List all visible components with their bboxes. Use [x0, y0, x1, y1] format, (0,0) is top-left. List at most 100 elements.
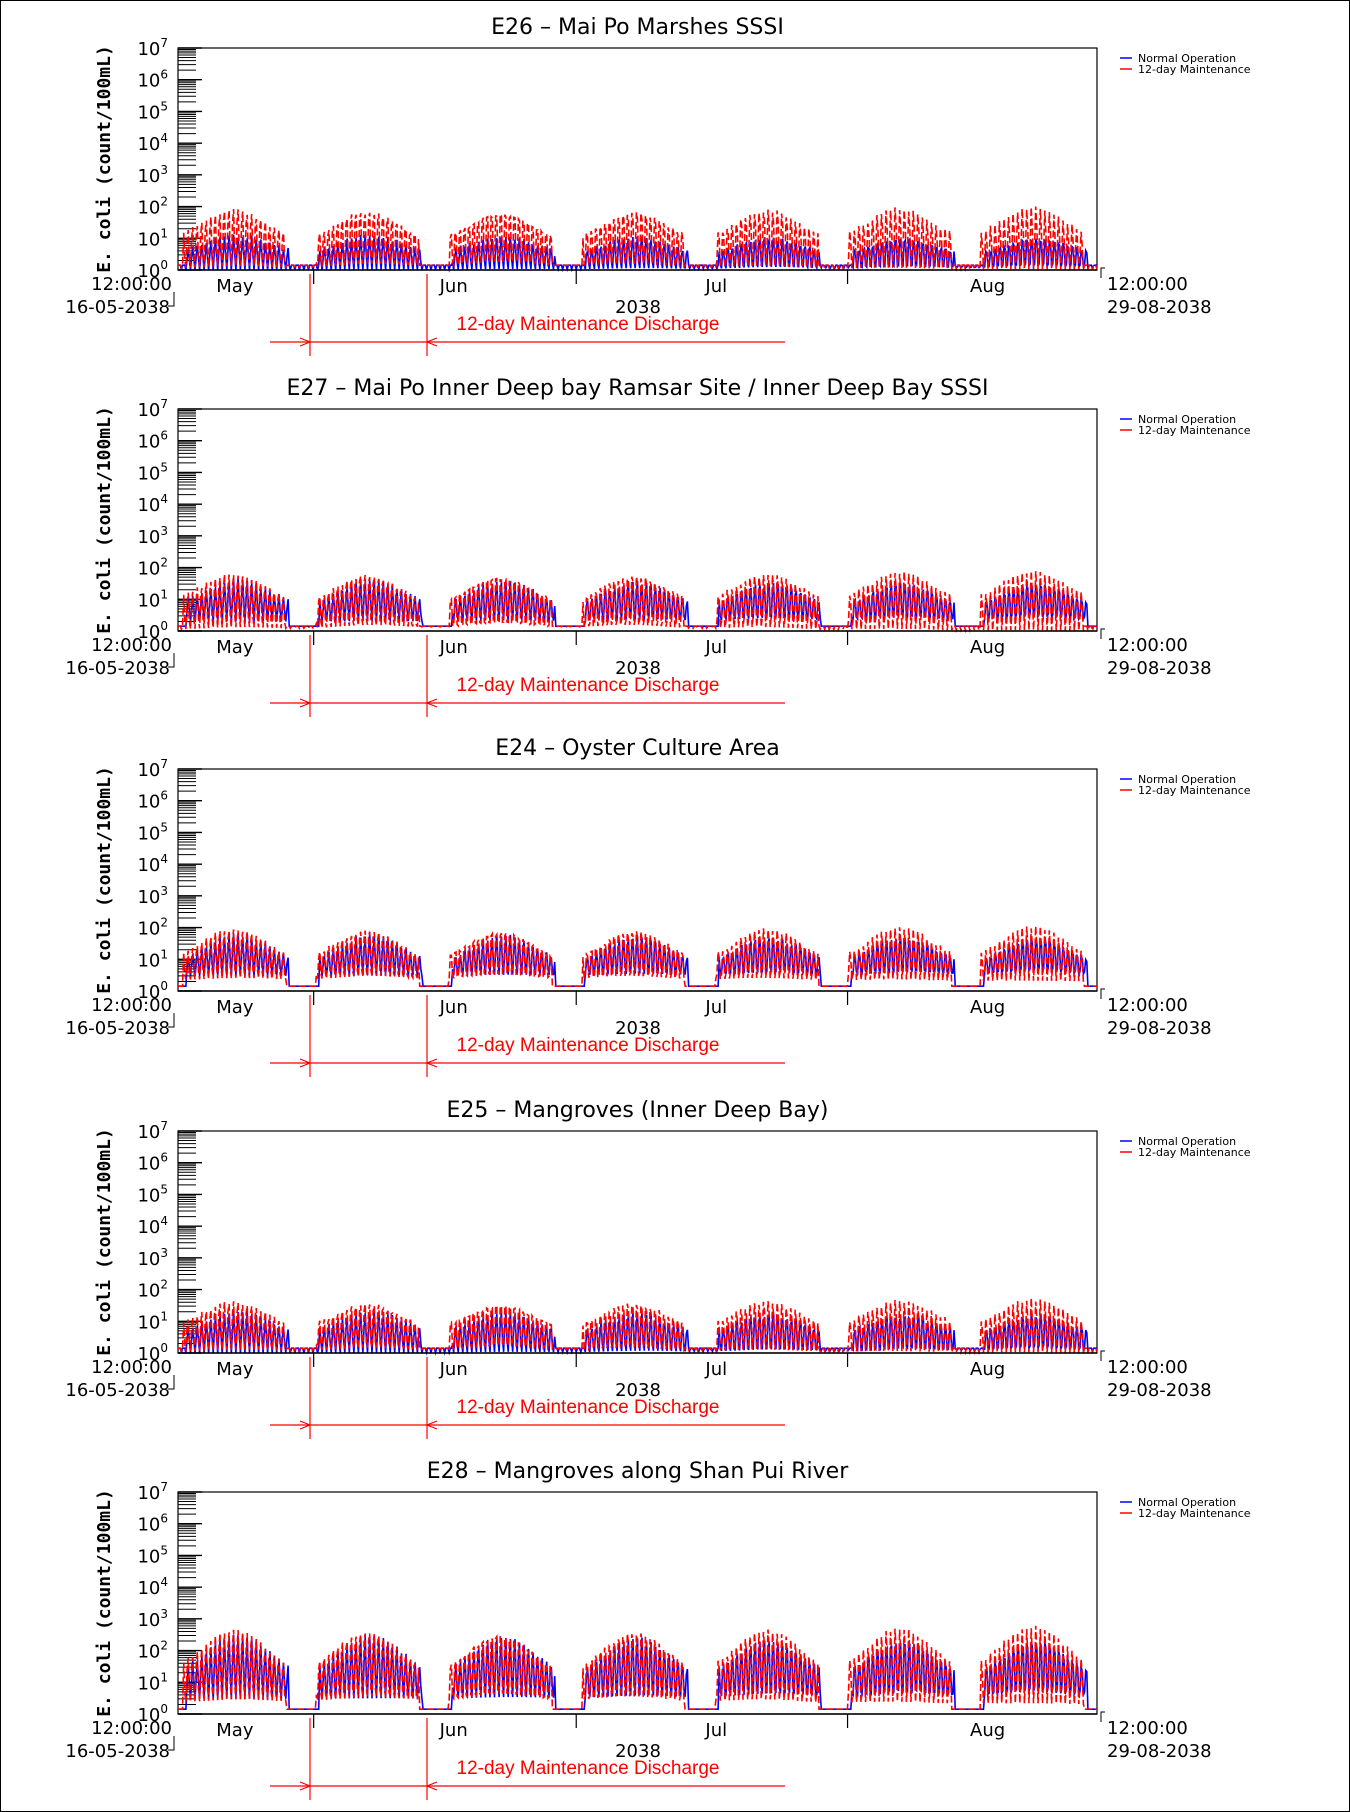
y-tick-label: 102	[137, 556, 168, 580]
panel-5: E28 – Mangroves along Shan Pui River1001…	[65, 1459, 1251, 1800]
legend-label-normal: Normal Operation	[1138, 1135, 1236, 1148]
x-start-date: 16-05-2038	[65, 658, 170, 679]
x-start-date: 16-05-2038	[65, 1380, 170, 1401]
legend-label-normal: Normal Operation	[1138, 52, 1236, 65]
x-month-label: Aug	[970, 637, 1005, 658]
y-axis-label: E. coli (count/100mL)	[94, 1128, 115, 1356]
maintenance-arrowhead-right	[299, 337, 312, 347]
y-tick-label: 101	[137, 1670, 168, 1694]
x-end-bracket	[1100, 267, 1105, 278]
y-tick-label: 104	[137, 1575, 168, 1599]
x-month-label: May	[216, 276, 254, 297]
y-tick-label: 105	[137, 99, 168, 123]
x-year-label: 2038	[615, 658, 661, 679]
y-tick-label: 107	[137, 397, 168, 421]
x-start-time: 12:00:00	[91, 1718, 172, 1739]
series-12-day-maintenance	[178, 1298, 1098, 1356]
x-month-label: Jun	[439, 997, 468, 1018]
y-tick-label: 103	[137, 884, 168, 908]
x-month-label: Jun	[439, 637, 468, 658]
x-month-label: May	[216, 1720, 254, 1741]
x-month-label: Aug	[970, 276, 1005, 297]
y-tick-label: 106	[137, 1151, 168, 1175]
x-year-label: 2038	[615, 297, 661, 318]
panel-title: E27 – Mai Po Inner Deep bay Ramsar Site …	[287, 376, 989, 401]
x-month-label: Aug	[970, 1359, 1005, 1380]
y-tick-label: 100	[137, 258, 168, 282]
y-axis-label: E. coli (count/100mL)	[94, 766, 115, 994]
maintenance-label: 12-day Maintenance Discharge	[457, 675, 720, 696]
maintenance-arrowhead-left	[425, 1420, 438, 1430]
y-tick-label: 103	[137, 524, 168, 548]
y-tick-label: 100	[137, 979, 168, 1003]
x-end-date: 29-08-2038	[1107, 1380, 1212, 1401]
y-tick-label: 105	[137, 1543, 168, 1567]
x-year-label: 2038	[615, 1380, 661, 1401]
series-12-day-maintenance	[178, 1625, 1097, 1710]
maintenance-arrowhead-right	[299, 1058, 312, 1068]
x-month-label: Aug	[970, 1720, 1005, 1741]
y-tick-label: 107	[137, 1480, 168, 1504]
x-month-label: Jun	[439, 276, 468, 297]
y-tick-label: 100	[137, 619, 168, 643]
legend-label-maintenance: 12-day Maintenance	[1138, 424, 1251, 437]
x-end-time: 12:00:00	[1107, 1357, 1188, 1378]
panel-4: E25 – Mangroves (Inner Deep Bay) 100 101 10…	[65, 1098, 1251, 1439]
maintenance-label: 12-day Maintenance Discharge	[457, 1758, 720, 1779]
series-12-day-maintenance	[178, 571, 1098, 634]
legend-label-maintenance: 12-day Maintenance	[1138, 784, 1251, 797]
y-tick-label: 102	[137, 1639, 168, 1663]
x-start-date: 16-05-2038	[65, 297, 170, 318]
x-month-label: Jul	[704, 1720, 727, 1741]
x-month-label: May	[216, 637, 254, 658]
x-start-date: 16-05-2038	[65, 1741, 170, 1762]
x-month-label: Jun	[439, 1720, 468, 1741]
maintenance-label: 12-day Maintenance Discharge	[457, 314, 720, 335]
legend-label-maintenance: 12-day Maintenance	[1138, 63, 1251, 76]
x-end-time: 12:00:00	[1107, 274, 1188, 295]
panel-3: E24 – Oyster Culture Area 100 101 102 103 104…	[65, 736, 1251, 1077]
y-tick-label: 102	[137, 916, 168, 940]
y-tick-label: 103	[137, 1246, 168, 1270]
series-12-day-maintenance	[178, 926, 1097, 987]
y-tick-label: 104	[137, 131, 168, 155]
y-tick-label: 101	[137, 1309, 168, 1333]
x-month-label: Jul	[704, 276, 727, 297]
panel-title: E25 – Mangroves (Inner Deep Bay)	[447, 1098, 829, 1123]
x-year-label: 2038	[615, 1018, 661, 1039]
legend-label-normal: Normal Operation	[1138, 1496, 1236, 1509]
maintenance-arrowhead-right	[299, 1420, 312, 1430]
x-end-date: 29-08-2038	[1107, 1018, 1212, 1039]
y-tick-label: 103	[137, 163, 168, 187]
x-month-label: May	[216, 1359, 254, 1380]
y-tick-label: 106	[137, 68, 168, 92]
x-start-bracket	[168, 1736, 175, 1751]
x-end-bracket	[1100, 1711, 1105, 1722]
y-tick-label: 107	[137, 757, 168, 781]
x-month-label: Jun	[439, 1359, 468, 1380]
y-tick-label: 101	[137, 587, 168, 611]
maintenance-arrowhead-left	[425, 1058, 438, 1068]
legend-label-normal: Normal Operation	[1138, 773, 1236, 786]
x-start-bracket	[168, 292, 175, 307]
y-tick-label: 100	[137, 1341, 168, 1365]
maintenance-label: 12-day Maintenance Discharge	[457, 1035, 720, 1056]
x-end-bracket	[1100, 1350, 1105, 1361]
x-start-time: 12:00:00	[91, 1357, 172, 1378]
x-start-time: 12:00:00	[91, 995, 172, 1016]
maintenance-label: 12-day Maintenance Discharge	[457, 1397, 720, 1418]
y-tick-label: 101	[137, 226, 168, 250]
maintenance-arrowhead-left	[425, 1781, 438, 1791]
x-month-label: Jul	[704, 997, 727, 1018]
panel-title: E28 – Mangroves along Shan Pui River	[427, 1459, 849, 1484]
x-month-label: Jul	[704, 1359, 727, 1380]
x-end-time: 12:00:00	[1107, 635, 1188, 656]
x-start-bracket	[168, 653, 175, 668]
x-month-label: Jul	[704, 637, 727, 658]
x-month-label: Aug	[970, 997, 1005, 1018]
y-tick-label: 106	[137, 1512, 168, 1536]
panel-title: E24 – Oyster Culture Area	[495, 736, 780, 761]
x-end-date: 29-08-2038	[1107, 297, 1212, 318]
x-end-time: 12:00:00	[1107, 995, 1188, 1016]
